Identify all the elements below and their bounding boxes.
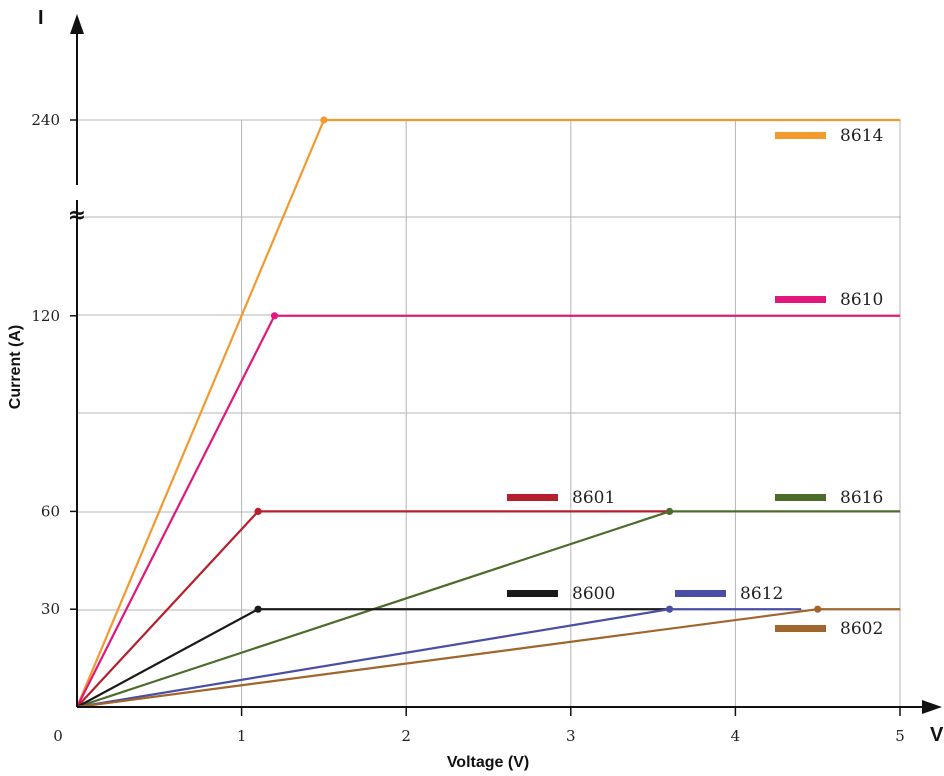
y-tick-label-120: 120 <box>31 307 60 325</box>
axis-break-mark: ≈ <box>68 203 86 228</box>
legend-swatch-8612 <box>675 590 726 597</box>
y-axis-letter: I <box>38 7 44 29</box>
x-axis-letter: V <box>930 724 944 746</box>
x-tick-label-5: 5 <box>895 727 905 745</box>
x-tick-label-1: 1 <box>237 727 247 745</box>
legend-label-8616: 8616 <box>840 488 883 508</box>
y-tick-label-240: 240 <box>31 111 60 129</box>
x-tick-label-2: 2 <box>401 727 411 745</box>
legend-label-8612: 8612 <box>740 584 783 604</box>
legend-label-8610: 8610 <box>840 290 883 310</box>
y-tick-label-60: 60 <box>41 502 60 520</box>
legend-label-8614: 8614 <box>840 126 883 146</box>
x-tick-label-4: 4 <box>731 727 741 745</box>
x-axis-title: Voltage (V) <box>447 754 529 771</box>
knee-point-8601 <box>254 507 262 515</box>
axes: ≈ <box>68 14 942 714</box>
legend-swatch-8610 <box>775 296 826 303</box>
x-tick-label-0: 0 <box>53 727 63 745</box>
legend: 8614 8610 8601 8616 8600 8612 8602 <box>507 126 883 639</box>
legend-swatch-8601 <box>507 494 558 501</box>
knee-point-8602 <box>814 605 822 613</box>
y-tick-label-30: 30 <box>41 600 60 618</box>
knee-point-8614 <box>320 116 328 124</box>
x-axis-arrow <box>922 700 942 714</box>
legend-swatch-8614 <box>775 132 826 139</box>
legend-swatch-8616 <box>775 494 826 501</box>
knee-point-8616 <box>665 507 674 515</box>
ticks: 0 1 2 3 4 5 30 60 120 240 <box>31 111 904 745</box>
y-axis-title: Current (A) <box>7 325 24 409</box>
knee-point-8612 <box>665 605 674 613</box>
series-lines <box>75 116 900 709</box>
legend-swatch-8602 <box>775 625 826 632</box>
x-tick-label-3: 3 <box>566 727 576 745</box>
legend-swatch-8600 <box>507 590 558 597</box>
legend-label-8601: 8601 <box>572 488 615 508</box>
legend-label-8602: 8602 <box>840 619 883 639</box>
knee-point-8610 <box>270 312 279 320</box>
y-axis-arrow <box>70 14 84 34</box>
knee-point-8600 <box>254 605 262 613</box>
series-line-8602 <box>76 608 900 709</box>
legend-label-8600: 8600 <box>572 584 615 604</box>
